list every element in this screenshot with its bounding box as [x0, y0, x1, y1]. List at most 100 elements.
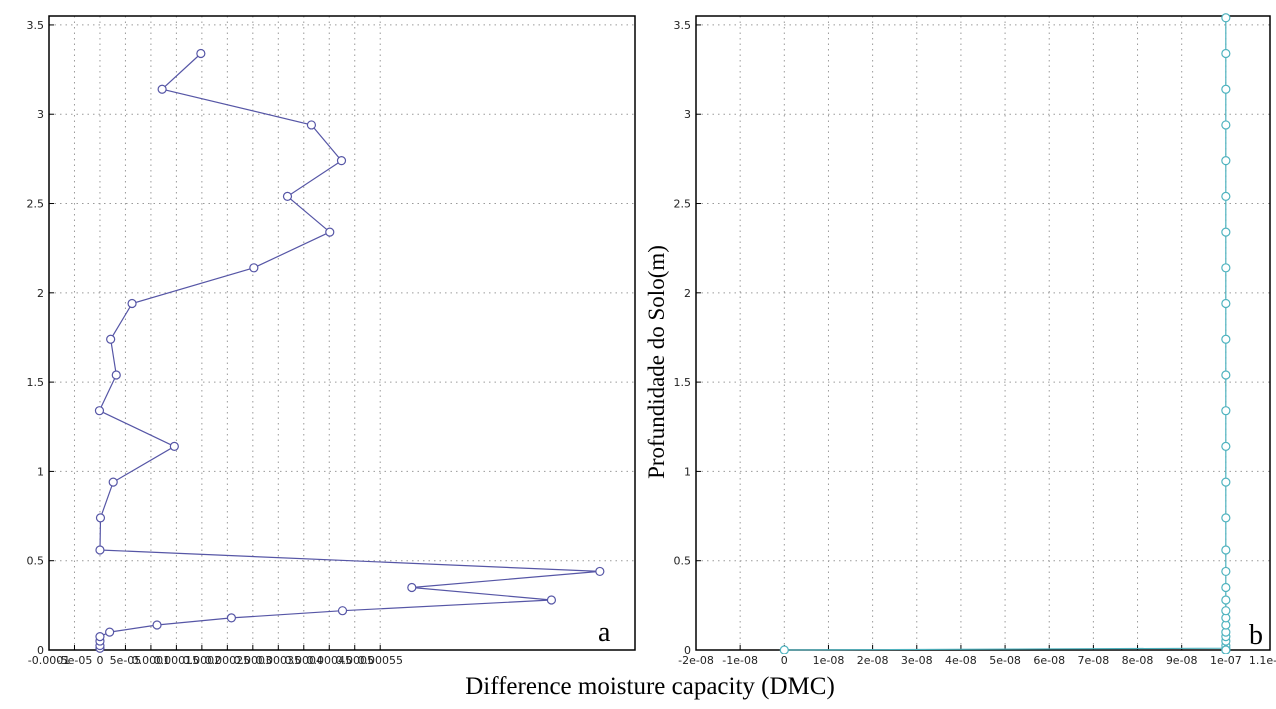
data-point: [779, 645, 789, 654]
data-point: [325, 227, 335, 237]
y-tick-label: 0.5: [27, 555, 45, 568]
data-point: [1221, 441, 1231, 452]
x-tick-label: 1e-07: [1210, 654, 1242, 667]
y-tick-label: 1: [684, 465, 691, 478]
x-tick-label: 1.1e-07: [1249, 654, 1276, 667]
x-tick-label: 5e-08: [989, 654, 1021, 667]
x-tick-label: 1e-08: [813, 654, 845, 667]
y-tick-label: 0: [684, 644, 691, 657]
y-tick-label: 2.5: [674, 198, 692, 211]
data-point: [306, 120, 317, 130]
data-point: [1221, 477, 1231, 487]
data-point: [1221, 545, 1231, 555]
data-point: [196, 48, 206, 59]
y-tick-label: 2: [684, 287, 691, 300]
data-point: [169, 441, 179, 452]
data-point: [95, 513, 106, 523]
data-point: [157, 84, 167, 94]
series-line-a: [98, 53, 600, 649]
data-point: [1221, 227, 1231, 237]
plot-frame: [48, 15, 636, 651]
y-tick-label: 2: [37, 287, 44, 300]
data-point: [1221, 513, 1231, 523]
data-point: [127, 298, 137, 309]
data-point: [1221, 406, 1231, 416]
data-point: [1221, 298, 1231, 309]
data-point: [1221, 606, 1231, 616]
data-point: [1221, 84, 1231, 94]
x-tick-label: 0.00025: [205, 654, 251, 667]
y-tick-label: 0: [37, 644, 44, 657]
x-tick-label: 0.0001: [132, 654, 171, 667]
data-point: [1221, 582, 1231, 593]
x-tick-label: 0.0004: [285, 654, 324, 667]
x-tick-label: 0.00055: [357, 654, 403, 667]
data-point: [1221, 595, 1231, 605]
data-point: [95, 632, 105, 642]
data-point: [1221, 334, 1231, 344]
x-tick-label: -1e-08: [722, 654, 758, 667]
data-point: [1221, 566, 1231, 577]
x-tick-label: 6e-08: [1033, 654, 1065, 667]
x-tick-label: 0: [96, 654, 103, 667]
y-tick-label: 3: [684, 108, 691, 121]
data-point: [546, 595, 557, 605]
data-point: [1221, 191, 1231, 201]
data-point: [111, 370, 121, 380]
y-tick-label: 3.5: [27, 19, 45, 32]
panel-a: -0.0001-5e-05 0 5e-050.00010.000150.00020.…: [27, 15, 636, 667]
x-tick-label: 0.00035: [256, 654, 302, 667]
x-tick-label: 0.00015: [154, 654, 200, 667]
y-tick-label: 1.5: [674, 376, 692, 389]
data-point: [1221, 48, 1231, 59]
x-tick-label: 0.00045: [307, 654, 353, 667]
data-point: [1221, 263, 1231, 273]
data-point: [108, 477, 118, 487]
data-point: [1221, 370, 1231, 380]
data-point: [1221, 120, 1231, 130]
y-tick-label: 0.5: [674, 555, 692, 568]
data-point: [226, 613, 237, 623]
x-tick-label: 2e-08: [857, 654, 889, 667]
x-tick-label: -2e-08: [678, 654, 714, 667]
x-tick-label: 0.0002: [183, 654, 222, 667]
data-point: [595, 566, 605, 577]
data-point: [336, 156, 347, 166]
y-tick-label: 3: [37, 108, 44, 121]
data-point: [95, 545, 105, 555]
x-tick-label: 3e-08: [901, 654, 933, 667]
data-point: [106, 334, 116, 344]
panel-a-letter: a: [598, 617, 611, 648]
data-point: [337, 606, 348, 616]
plot-frame: [695, 15, 1271, 651]
x-tick-label: 4e-08: [945, 654, 977, 667]
data-point: [1221, 13, 1231, 23]
x-tick-label: 0: [781, 654, 788, 667]
data-point: [152, 620, 162, 630]
x-tick-label: 7e-08: [1078, 654, 1110, 667]
data-point: [407, 582, 417, 593]
data-point: [249, 263, 259, 273]
data-point: [282, 191, 293, 201]
y-tick-label: 2.5: [27, 198, 45, 211]
x-tick-label: 5e-05: [110, 654, 142, 667]
data-point: [1221, 156, 1231, 166]
x-tick-label: 8e-08: [1122, 654, 1154, 667]
data-point: [1221, 645, 1231, 654]
x-tick-label: 0.0005: [335, 654, 374, 667]
y-axis-label: Profundidade do Solo(m): [644, 245, 669, 479]
panel-b: -2e-08 -1e-08 0 1e-08 2e-08 3e-08 4e-08 5e-08 6e…: [674, 13, 1276, 667]
x-tick-label: 0.0003: [234, 654, 273, 667]
data-point: [105, 627, 115, 637]
x-tick-label: -0.0001: [28, 654, 70, 667]
x-axis-label: Difference moisture capacity (DMC): [465, 673, 835, 700]
y-tick-label: 1.5: [27, 376, 45, 389]
x-tick-label: 9e-08: [1166, 654, 1198, 667]
x-tick-label: -5e-05: [57, 654, 93, 667]
panel-b-letter: b: [1249, 620, 1263, 651]
y-tick-label: 3.5: [674, 19, 692, 32]
y-tick-label: 1: [37, 465, 44, 478]
data-point: [94, 406, 105, 416]
